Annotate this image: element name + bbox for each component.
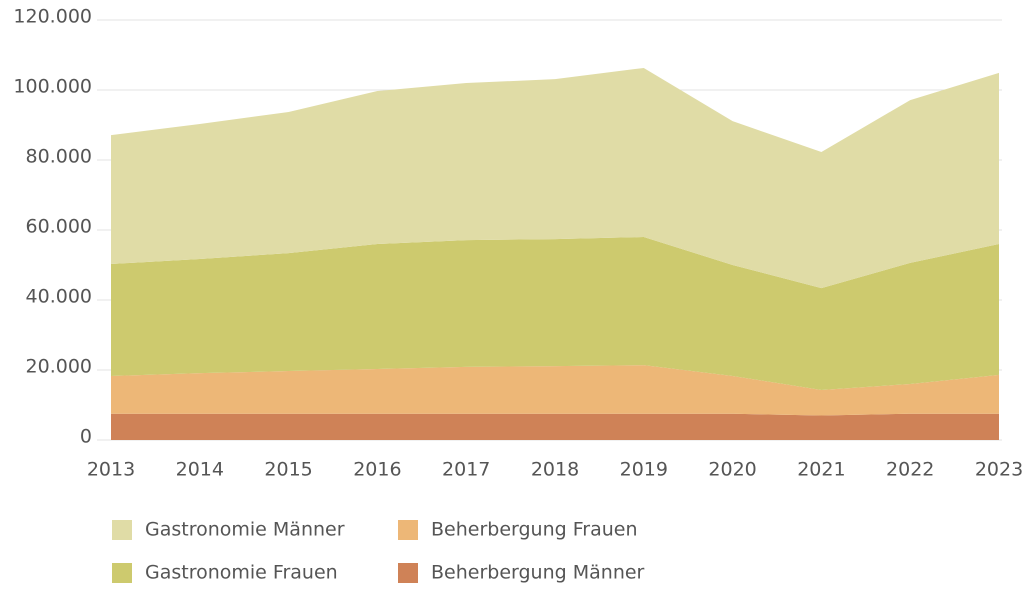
area xyxy=(111,365,999,416)
x-tick-label: 2020 xyxy=(708,459,756,481)
y-tick-label: 120.000 xyxy=(13,6,92,28)
y-tick-label: 100.000 xyxy=(13,76,92,98)
y-tick-label: 40.000 xyxy=(26,286,92,308)
legend-swatch xyxy=(112,520,132,540)
area xyxy=(111,413,999,440)
x-tick-label: 2022 xyxy=(886,459,934,481)
x-tick-label: 2014 xyxy=(176,459,224,481)
x-tick-label: 2013 xyxy=(87,459,135,481)
legend-label: Gastronomie Männer xyxy=(145,519,345,541)
legend-swatch xyxy=(398,563,418,583)
y-tick-label: 60.000 xyxy=(26,216,92,238)
legend-label: Beherbergung Männer xyxy=(431,562,645,584)
area xyxy=(111,237,999,390)
y-tick-label: 0 xyxy=(80,426,92,448)
legend-swatch xyxy=(398,520,418,540)
y-tick-label: 80.000 xyxy=(26,146,92,168)
legend-label: Gastronomie Frauen xyxy=(145,562,338,584)
area xyxy=(111,67,999,289)
y-tick-label: 20.000 xyxy=(26,356,92,378)
legend-label: Beherbergung Frauen xyxy=(431,519,638,541)
x-tick-label: 2016 xyxy=(353,459,401,481)
x-tick-label: 2017 xyxy=(442,459,490,481)
legend-swatch xyxy=(112,563,132,583)
x-tick-label: 2018 xyxy=(531,459,579,481)
x-tick-label: 2015 xyxy=(264,459,312,481)
x-tick-label: 2021 xyxy=(797,459,845,481)
x-tick-label: 2019 xyxy=(620,459,668,481)
x-tick-label: 2023 xyxy=(975,459,1023,481)
